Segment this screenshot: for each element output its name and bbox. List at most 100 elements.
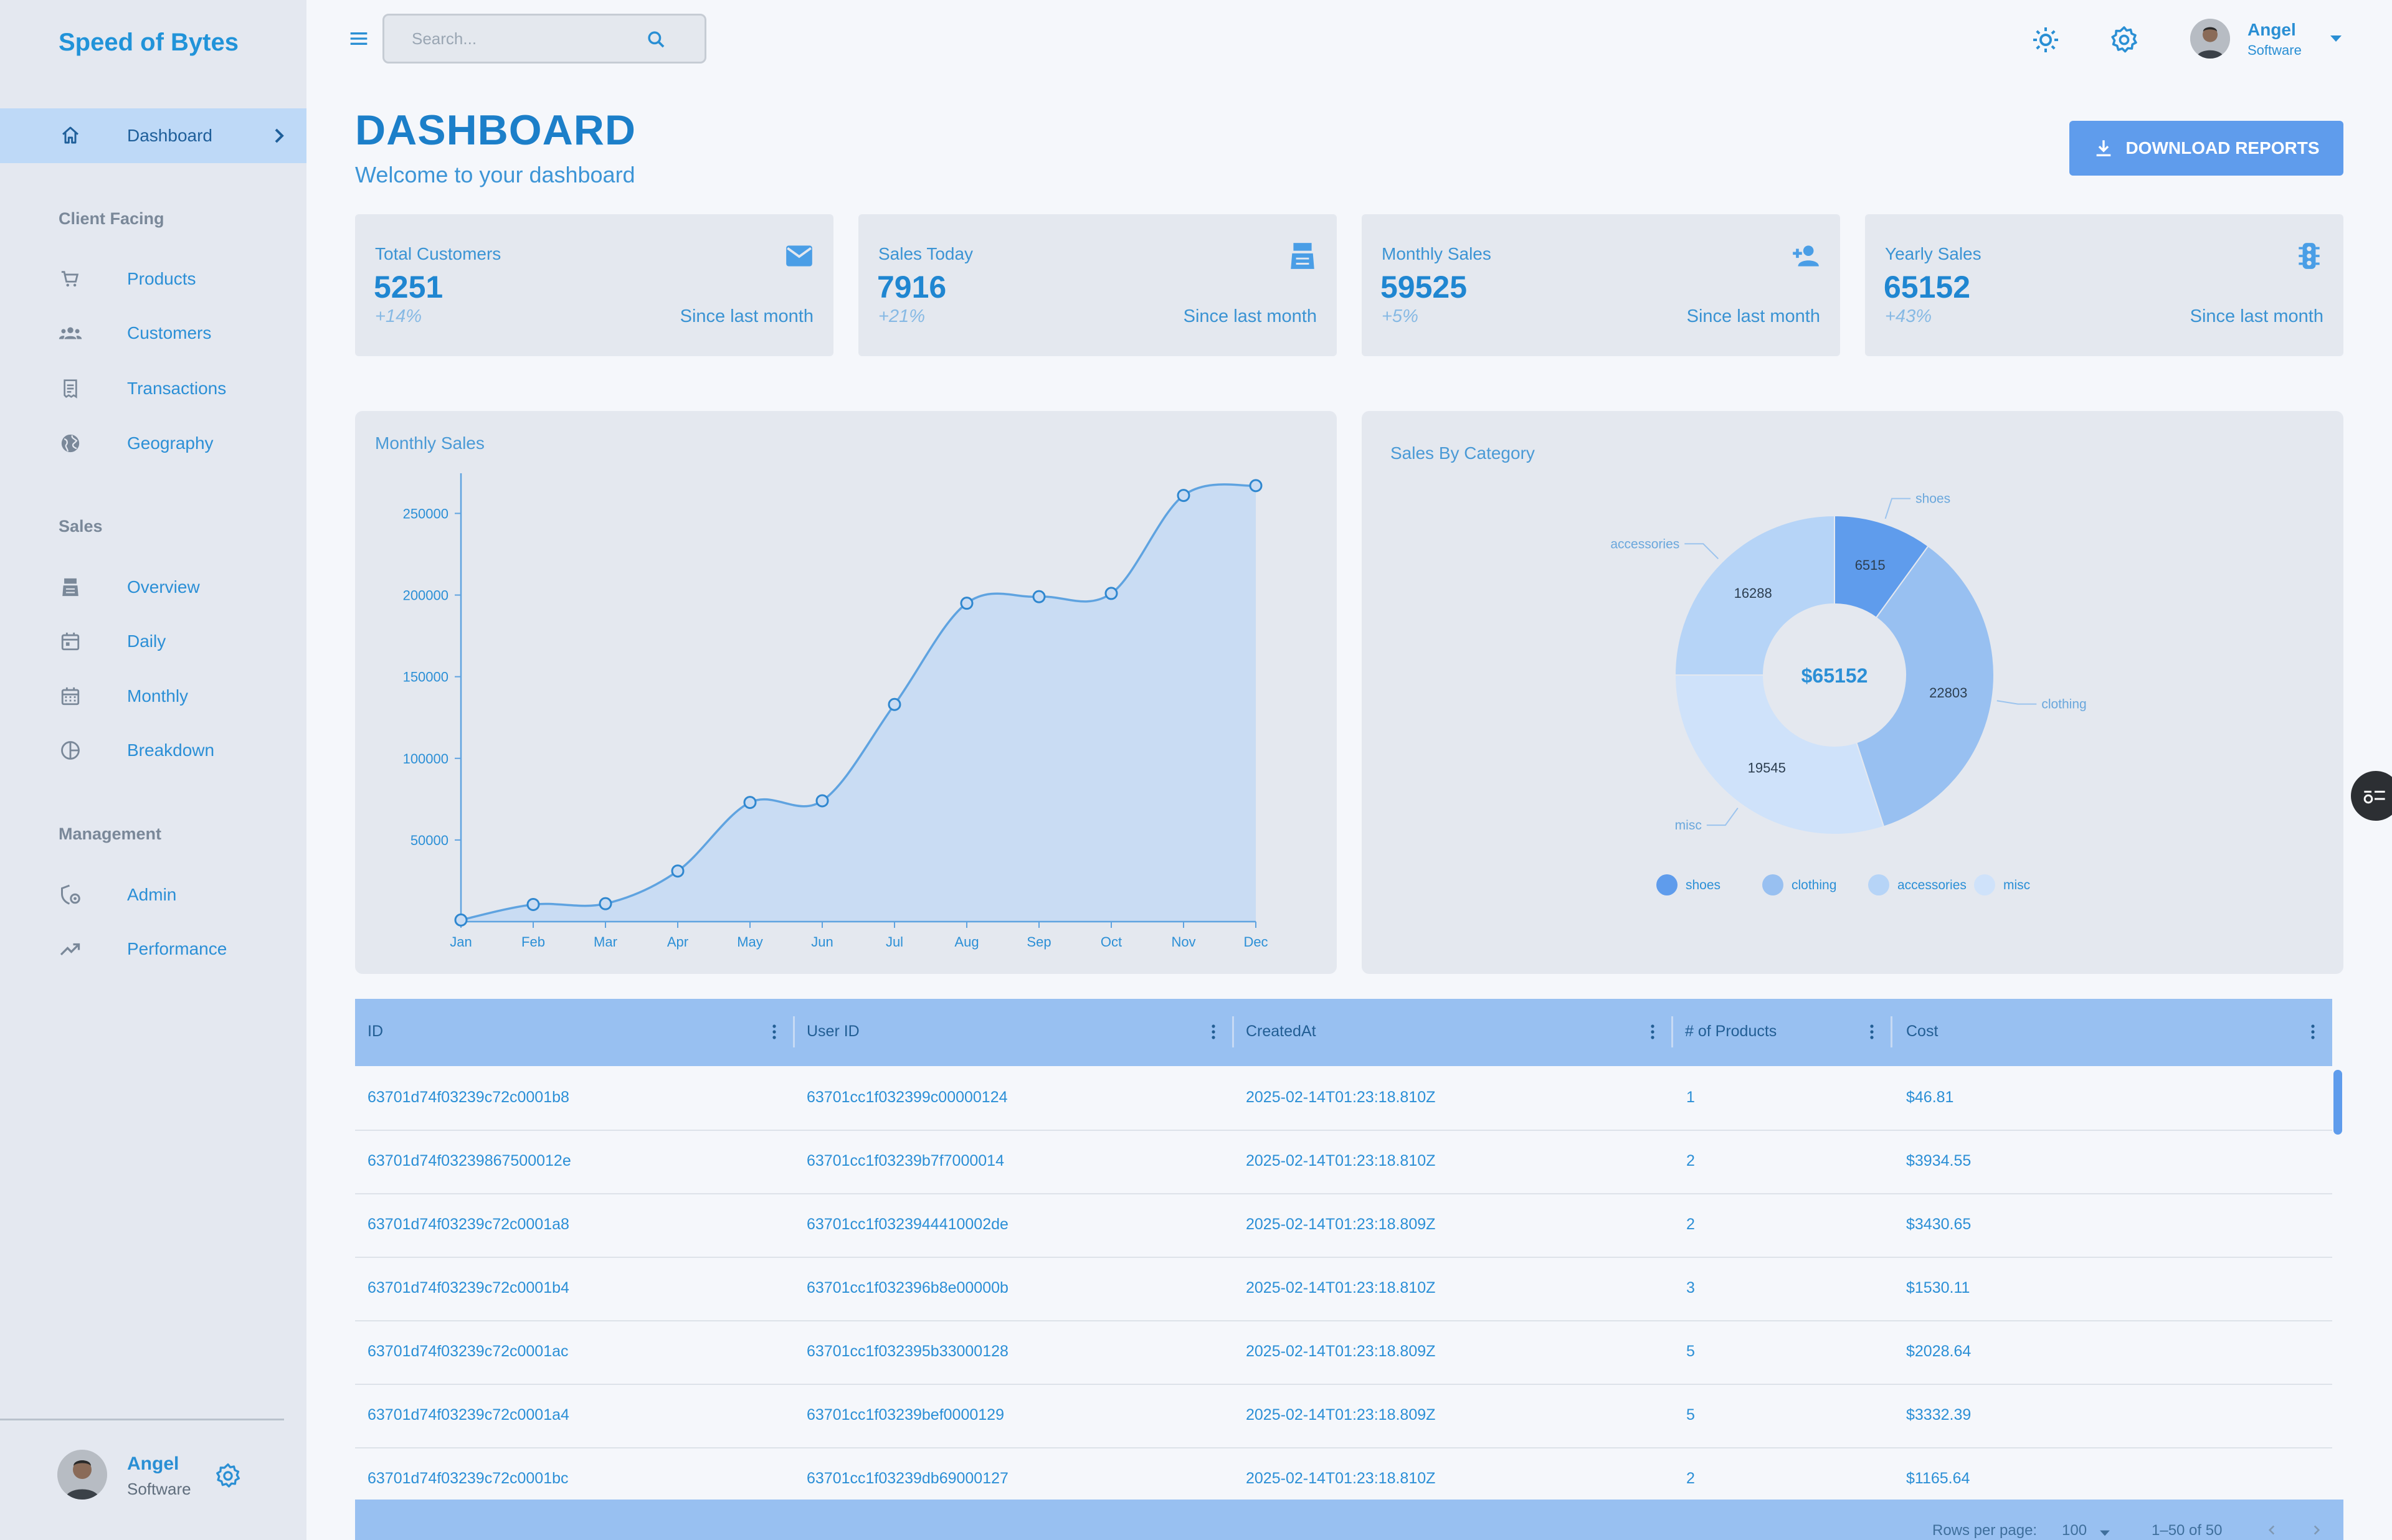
cell-products: 1	[1686, 1089, 1695, 1106]
point-of-sale-icon	[59, 575, 82, 599]
stat-card-yearly-sales: Yearly Sales 65152 +43% Since last month	[1865, 214, 2343, 356]
cell-created-at: 2025-02-14T01:23:18.810Z	[1246, 1089, 1436, 1106]
sidebar-divider	[0, 1419, 284, 1420]
pie-slice-accessories	[1674, 514, 1835, 676]
stat-value: 65152	[1884, 270, 1971, 305]
sidebar-item-label: Dashboard	[127, 126, 212, 145]
table-scrollbar[interactable]	[2333, 1070, 2342, 1135]
x-tick-label: Aug	[954, 934, 979, 950]
table-footer: Rows per page: 100 1–50 of 50	[355, 1500, 2343, 1540]
cell-created-at: 2025-02-14T01:23:18.810Z	[1246, 1279, 1436, 1297]
more-vert-icon[interactable]	[771, 1023, 777, 1041]
table-row[interactable]: 63701d74f03239c72c0001a4 63701cc1f03239b…	[355, 1384, 2332, 1448]
column-header-user-id[interactable]: User ID	[807, 1023, 860, 1040]
table-row[interactable]: 63701d74f03239c72c0001b8 63701cc1f032399…	[355, 1066, 2332, 1131]
column-header-id[interactable]: ID	[368, 1023, 383, 1040]
sidebar-item-products[interactable]: Products	[0, 257, 306, 301]
section-title-sales: Sales	[59, 517, 103, 536]
rows-per-page-label: Rows per page:	[1932, 1522, 2038, 1539]
cell-cost: $1165.64	[1906, 1470, 1970, 1487]
more-vert-icon[interactable]	[1869, 1023, 1875, 1041]
legend-swatch	[1974, 874, 1995, 895]
stat-delta: +43%	[1885, 306, 1932, 326]
x-tick-label: Nov	[1171, 934, 1195, 950]
rows-per-page-select[interactable]: 100	[2062, 1522, 2087, 1539]
avatar[interactable]	[2190, 19, 2230, 59]
column-header-cost[interactable]: Cost	[1906, 1023, 1939, 1040]
chevron-left-icon[interactable]	[2264, 1521, 2280, 1540]
monthly-sales-panel: Monthly Sales 50000 100000 150000 200000 250…	[355, 411, 1337, 974]
cell-id: 63701d74f03239c72c0001a8	[368, 1216, 569, 1233]
stat-since: Since last month	[2190, 306, 2323, 326]
cell-user-id: 63701cc1f032395b33000128	[807, 1343, 1009, 1360]
x-tick-label: Sep	[1027, 934, 1051, 950]
arrow-drop-down-icon[interactable]	[2098, 1524, 2112, 1540]
x-tick-label: Apr	[667, 934, 688, 950]
floating-action-button[interactable]	[2351, 771, 2392, 821]
settings-gear-icon[interactable]	[214, 1462, 242, 1490]
column-separator[interactable]	[1891, 1016, 1892, 1047]
pie-outer-label: misc	[1675, 818, 1702, 833]
x-tick-label: Dec	[1243, 934, 1268, 950]
column-header-created-at[interactable]: CreatedAt	[1246, 1023, 1316, 1040]
sidebar-item-label: Customers	[127, 323, 212, 342]
sidebar-item-breakdown[interactable]: Breakdown	[0, 728, 306, 773]
sidebar-item-geography[interactable]: Geography	[0, 421, 306, 466]
download-reports-button[interactable]: DOWNLOAD REPORTS	[2069, 121, 2343, 176]
more-vert-icon[interactable]	[1649, 1023, 1656, 1041]
more-vert-icon[interactable]	[1210, 1023, 1217, 1041]
sidebar-item-admin[interactable]: Admin	[0, 872, 306, 917]
column-separator[interactable]	[1232, 1016, 1234, 1047]
avatar[interactable]	[57, 1450, 107, 1500]
cell-cost: $2028.64	[1906, 1343, 1972, 1360]
sidebar-item-transactions[interactable]: Transactions	[0, 366, 306, 411]
light-mode-sun-icon[interactable]	[2031, 25, 2061, 55]
arrow-drop-down-icon[interactable]	[2328, 34, 2343, 44]
cell-products: 2	[1686, 1216, 1695, 1233]
data-point	[815, 794, 829, 808]
column-header-products[interactable]: # of Products	[1685, 1023, 1777, 1040]
legend-swatch	[1656, 874, 1678, 895]
section-title-client-facing: Client Facing	[59, 209, 164, 228]
table-row[interactable]: 63701d74f03239c72c0001b4 63701cc1f032396…	[355, 1257, 2332, 1321]
table-row[interactable]: 63701d74f03239c72c0001bc 63701cc1f03239d…	[355, 1447, 2332, 1511]
sidebar-item-customers[interactable]: Customers	[0, 311, 306, 356]
trending-up-icon	[59, 937, 82, 961]
pie-value-label: 16288	[1734, 585, 1772, 601]
stat-since: Since last month	[680, 306, 814, 326]
data-point	[599, 897, 612, 910]
settings-gear-icon[interactable]	[2109, 25, 2139, 55]
sidebar-item-performance[interactable]: Performance	[0, 927, 306, 971]
brand-logo[interactable]: Speed of Bytes	[59, 29, 239, 56]
sidebar-item-overview[interactable]: Overview	[0, 565, 306, 610]
sales-by-category-chart: 6515 shoes 22803 clothing 19545 misc 16288 acce…	[1610, 492, 2087, 895]
data-point	[1032, 590, 1046, 603]
download-reports-label: DOWNLOAD REPORTS	[2125, 138, 2320, 158]
sidebar-item-dashboard[interactable]: Dashboard	[0, 108, 306, 163]
search-input[interactable]: Search...	[382, 14, 706, 64]
cell-cost: $3332.39	[1906, 1406, 1972, 1424]
table-row[interactable]: 63701d74f03239c72c0001ac 63701cc1f032395…	[355, 1320, 2332, 1385]
menu-icon[interactable]	[346, 26, 371, 51]
search-icon[interactable]	[645, 28, 668, 52]
toggle-list-icon	[2362, 785, 2387, 810]
sidebar-item-daily[interactable]: Daily	[0, 619, 306, 664]
email-icon	[784, 240, 815, 272]
y-tick-label: 50000	[411, 833, 448, 848]
cell-products: 5	[1686, 1406, 1695, 1424]
column-separator[interactable]	[793, 1016, 795, 1047]
stat-delta: +14%	[375, 306, 422, 326]
cell-created-at: 2025-02-14T01:23:18.810Z	[1246, 1152, 1436, 1169]
person-add-icon	[1790, 240, 1821, 272]
stat-since: Since last month	[1183, 306, 1317, 326]
table-row[interactable]: 63701d74f03239867500012e 63701cc1f03239b…	[355, 1130, 2332, 1194]
groups-icon	[59, 321, 82, 345]
sidebar-item-monthly[interactable]: Monthly	[0, 674, 306, 719]
chevron-right-icon[interactable]	[2309, 1521, 2325, 1540]
cell-cost: $3934.55	[1906, 1152, 1972, 1169]
column-separator[interactable]	[1671, 1016, 1673, 1047]
table-row[interactable]: 63701d74f03239c72c0001a8 63701cc1f032394…	[355, 1193, 2332, 1258]
more-vert-icon[interactable]	[2310, 1023, 2316, 1041]
cell-products: 3	[1686, 1279, 1695, 1297]
